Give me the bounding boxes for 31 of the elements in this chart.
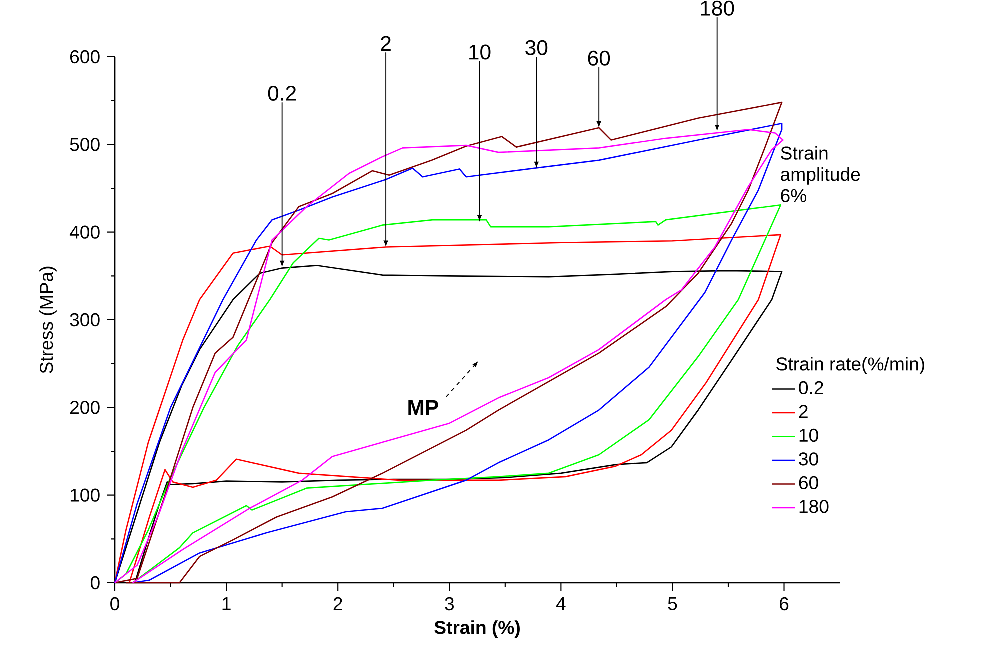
y-tick-label: 600 [70,50,100,64]
y-tick-label: 100 [70,488,100,502]
legend-label: 60 [799,476,818,490]
y-tick-label: 400 [70,226,100,239]
x-tick-label: 5 [668,597,678,610]
legend-label: 0.2 [799,381,824,395]
annotation: Strain amplitude 6% [781,146,860,202]
y-tick-label: 300 [70,313,100,327]
annotation: MP [408,400,438,415]
annotation: 0.2 [268,86,296,101]
annotation: 60 [588,50,610,66]
y-axis-title: Stress (MPa) [40,266,57,374]
x-tick-label: 1 [222,597,231,610]
y-tick-label: 500 [70,138,100,152]
annotation: 10 [470,44,491,60]
y-tick-label: 200 [70,401,100,414]
legend-label: 180 [800,500,829,514]
x-tick-label: 4 [556,597,566,610]
y-tick-label: 0 [90,576,100,590]
x-axis-title: Strain (%) [434,620,520,638]
x-tick-label: 2 [334,597,342,610]
x-tick-label: 0 [110,597,120,611]
legend-title: Strain rate(%/min) [776,357,924,374]
annotation: 2 [381,36,391,52]
x-tick-label: 6 [780,597,789,611]
annotation: 30 [526,40,548,56]
annotation: 180 [701,0,734,16]
legend-label: 2 [799,405,808,418]
legend-label: 10 [800,428,818,442]
legend-label: 30 [799,452,818,466]
x-tick-label: 3 [445,597,454,611]
